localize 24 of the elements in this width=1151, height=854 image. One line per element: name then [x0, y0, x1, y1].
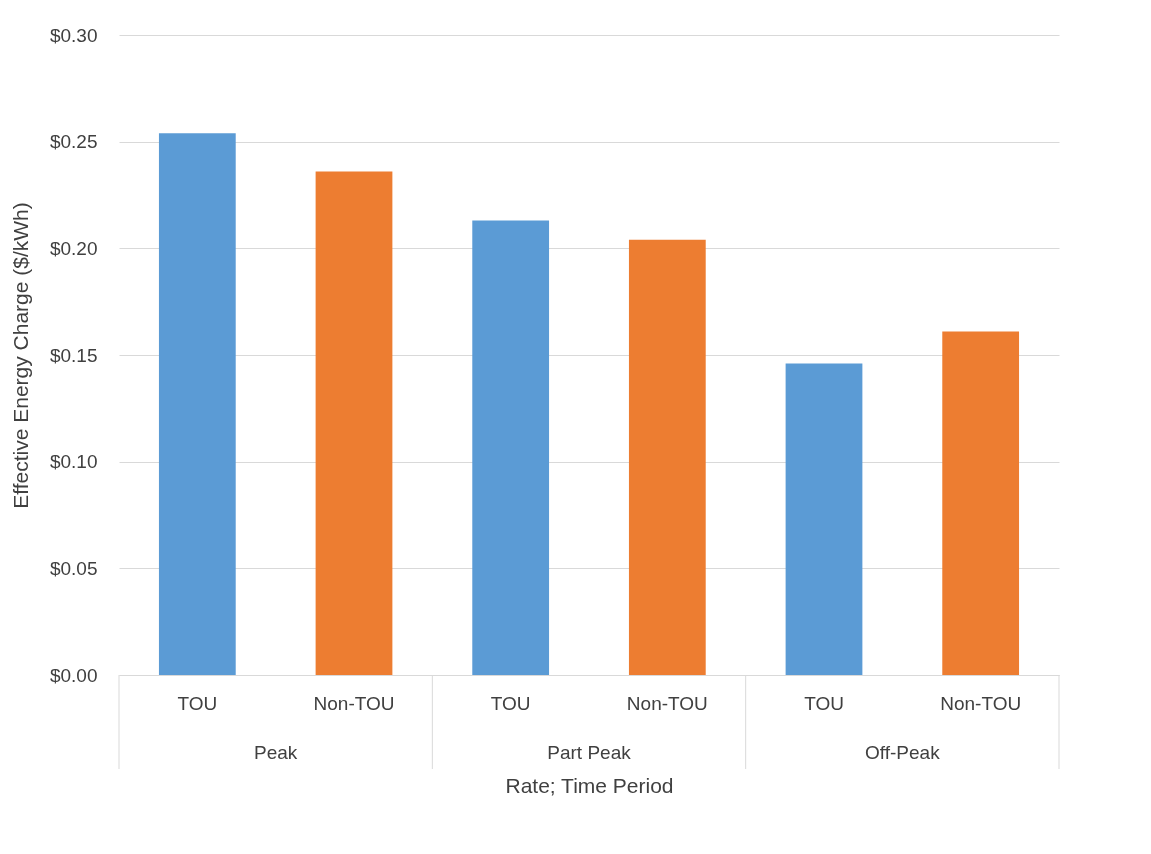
- x-tick-label: Non-TOU: [313, 692, 395, 714]
- x-axis-title: Rate; Time Period: [505, 773, 674, 797]
- text: Peak: [254, 742, 298, 763]
- x-tick-label: Non-TOU: [626, 692, 708, 714]
- y-tick-label: $0.30: [49, 24, 98, 46]
- bar: [315, 171, 393, 675]
- y-axis-title: Effective Energy Charge ($/kWh): [8, 202, 32, 509]
- y-tick-label: $0.25: [49, 131, 98, 153]
- y-tick-label: $0.05: [49, 557, 98, 579]
- y-tick-label: $0.15: [49, 344, 98, 366]
- bar: [628, 239, 706, 675]
- x-tick-label: TOU: [804, 692, 844, 714]
- x-tick-label: TOU: [177, 692, 218, 714]
- text: Off-Peak: [865, 742, 941, 763]
- bar: [472, 220, 550, 675]
- y-tick-label: $0.00: [49, 664, 98, 686]
- bar: [158, 133, 236, 675]
- y-tick-label: $0.20: [49, 237, 98, 259]
- y-tick-label: $0.10: [49, 451, 98, 473]
- x-tick-label: Non-TOU: [940, 692, 1022, 714]
- bar: [942, 331, 1020, 675]
- text: Part Peak: [547, 742, 632, 763]
- bar: [785, 363, 863, 675]
- x-tick-label: TOU: [490, 692, 531, 714]
